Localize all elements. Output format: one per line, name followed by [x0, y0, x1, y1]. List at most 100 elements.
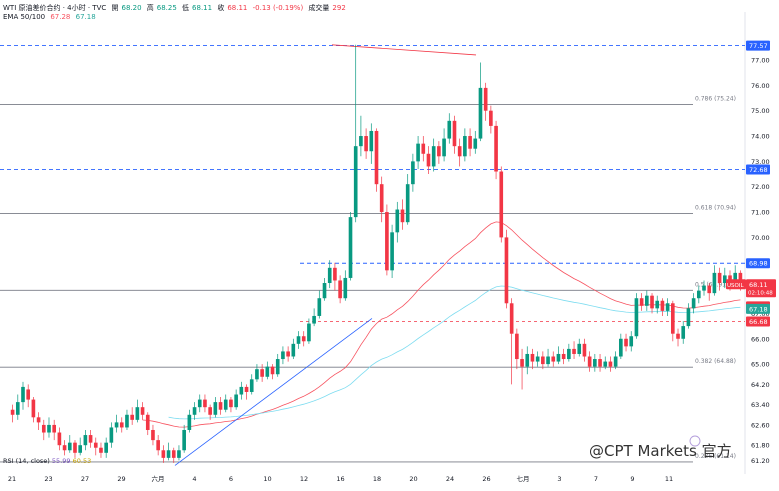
x-tick-label: 6	[229, 475, 233, 483]
x-tick-label: 7	[594, 475, 598, 483]
symbol-badge	[726, 279, 746, 290]
candle-body	[255, 369, 259, 380]
candle-body	[738, 272, 743, 286]
candle-body	[515, 333, 519, 360]
candle-body	[327, 267, 332, 284]
candle-body	[504, 237, 509, 304]
candle-body	[530, 353, 535, 362]
candle-body	[364, 136, 368, 152]
candle-body	[249, 379, 254, 392]
candle-body	[317, 298, 322, 316]
candle-body	[156, 440, 160, 451]
ema-label: EMA 50/100	[3, 13, 46, 21]
candle-body	[489, 110, 493, 126]
y-tick-label: 61.20	[751, 457, 770, 465]
candle-body	[442, 138, 446, 157]
symbol-header: WTI 原油差价合约 · 4小时 · TVC 開 68.20 高 68.25 低 68…	[3, 3, 349, 13]
candle-body	[665, 303, 670, 311]
candle-body	[395, 209, 400, 233]
candle-body	[260, 369, 264, 377]
price-badge	[746, 279, 776, 298]
candle-body	[572, 348, 576, 354]
x-tick-label: 七月	[517, 474, 530, 483]
trend-line	[174, 318, 373, 466]
rsi-a-value: 55.99	[51, 457, 71, 465]
resistance-line	[331, 44, 477, 56]
candle-body	[556, 353, 561, 362]
candle-body	[457, 146, 462, 157]
x-tick-label: 24	[446, 475, 454, 483]
candle-body	[140, 407, 145, 415]
candle-body	[203, 399, 207, 408]
candle-body	[431, 146, 436, 167]
candle-body	[67, 442, 72, 451]
candle-body	[712, 272, 717, 294]
price-badge	[746, 303, 770, 314]
fib-label: 0.786 (75.24)	[695, 96, 736, 103]
candle-body	[151, 429, 155, 441]
level-badge	[746, 164, 770, 175]
y-tick-label: 62.60	[751, 421, 770, 429]
candle-body	[338, 280, 342, 299]
x-tick-label: 18	[373, 475, 381, 483]
candle-body	[99, 447, 103, 453]
candle-body	[603, 361, 608, 367]
candle-body	[26, 389, 31, 400]
candle-body	[707, 285, 712, 294]
candle-body	[15, 402, 20, 415]
candle-body	[161, 450, 166, 458]
x-tick-label: 29	[117, 475, 125, 483]
candle-body	[385, 212, 389, 271]
x-tick-label: 21	[8, 475, 16, 483]
candle-body	[676, 333, 680, 339]
candle-body	[624, 338, 628, 347]
candle-body	[57, 432, 62, 446]
candle-body	[62, 445, 67, 451]
candle-body	[561, 353, 566, 360]
candle-body	[655, 300, 660, 309]
candle-body	[567, 348, 571, 360]
candle-body	[613, 356, 618, 367]
candle-body	[333, 267, 337, 281]
candle-body	[307, 323, 311, 342]
candle-body	[177, 450, 181, 458]
watermark: @CPT Markets 官方	[589, 442, 732, 460]
candle-body	[229, 399, 233, 408]
candle-body	[421, 143, 426, 154]
ema50-value: 67.28	[50, 13, 71, 21]
open-label: 開	[111, 4, 119, 12]
candle-body	[535, 356, 540, 362]
countdown-label: 02:10:48	[748, 290, 773, 296]
level-badge-label: 72.68	[749, 166, 768, 174]
candle-body	[546, 356, 550, 365]
x-tick-label: 27	[81, 475, 89, 483]
candle-body	[187, 414, 192, 430]
candle-body	[691, 298, 696, 309]
candle-body	[239, 386, 244, 395]
x-tick-label: 12	[300, 475, 308, 483]
change-value: -0.13 (-0.19%)	[252, 4, 304, 12]
candle-body	[119, 422, 124, 428]
candle-body	[369, 130, 374, 152]
level-badge	[746, 258, 770, 269]
candle-body	[312, 315, 316, 324]
candle-body	[509, 303, 514, 334]
candle-body	[83, 435, 88, 446]
candle-body	[437, 146, 441, 157]
candle-body	[343, 277, 348, 299]
candle-body	[286, 351, 290, 357]
candle-body	[447, 120, 452, 139]
candle-body	[208, 407, 212, 415]
candle-body	[109, 427, 114, 443]
level-badge	[746, 40, 770, 51]
open-value: 68.20	[121, 4, 142, 12]
candle-body	[36, 417, 41, 423]
y-tick-label: 64.20	[751, 381, 770, 389]
candle-body	[135, 407, 140, 420]
candle-body	[634, 298, 639, 337]
candle-body	[348, 217, 353, 278]
candle-body	[125, 414, 129, 428]
candle-body	[281, 351, 285, 360]
x-tick-label: 26	[482, 475, 490, 483]
x-tick-label: 六月	[152, 474, 165, 483]
